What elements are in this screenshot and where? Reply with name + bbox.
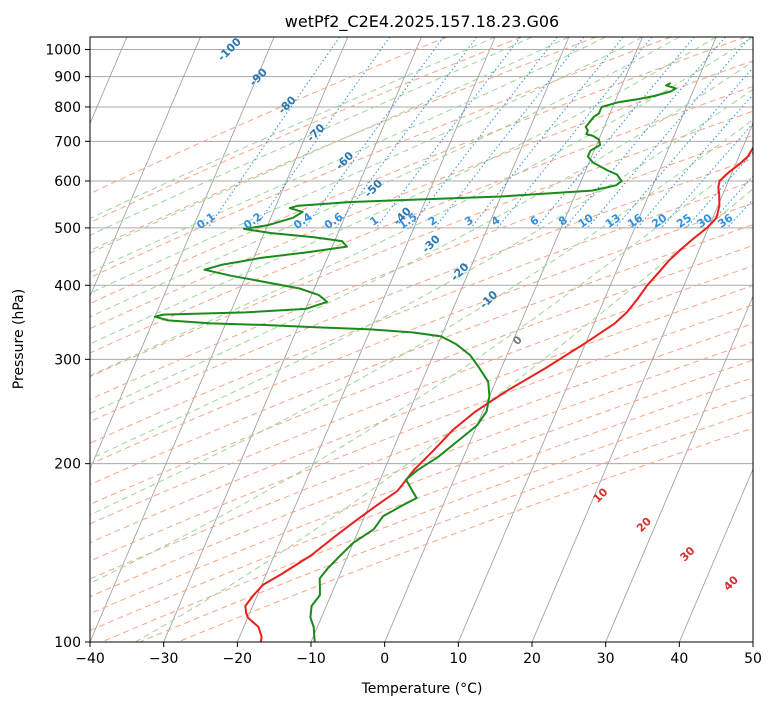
mixing-ratio-line [470,37,624,229]
y-tick-label: 400 [54,278,81,294]
dry-adiabat-line [90,359,753,615]
x-axis-label: Temperature (°C) [361,681,483,697]
x-tick-label: 30 [597,651,615,667]
moist-adiabat-line [90,119,753,516]
y-tick-label: 1000 [45,43,81,59]
x-tick-label: 0 [380,651,389,667]
dry-adiabat-line [90,180,753,444]
mixing-ratio-line [207,37,341,229]
y-tick-label: 500 [54,221,81,237]
dry-adiabat-line [90,37,522,224]
x-tick-label: −30 [149,651,179,667]
axes: −40 −30 −20 −10 0 10 20 30 40 50 1000 900 800 700 600 5… [45,43,762,667]
moist-adiabat-line [90,37,496,219]
dry-adiabat-line [90,60,753,330]
moist-adiabat-line [90,152,753,584]
dry-adiabat-line [90,341,753,598]
isotherm-line [678,468,753,642]
isotherm-line [163,37,422,642]
moist-adiabat-line [90,37,753,377]
isotherm-line [236,37,496,642]
x-tick-label: −10 [296,651,326,667]
mixing-ratio-line [335,37,478,229]
y-tick-label: 800 [54,100,81,116]
isotherm-line [90,37,201,298]
moist-adiabat-line [90,37,717,345]
dry-adiabat-line [90,224,753,486]
moist-adiabat-line [90,37,606,273]
temperature-profile [244,146,753,642]
dry-adiabat-line [90,244,753,505]
isotherm-line [90,37,349,642]
isotherm-line [90,37,275,471]
y-tick-label: 200 [54,457,81,473]
mixing-ratio-line [304,37,445,229]
mixing-ratio-line [497,37,653,229]
dry-adiabat-line [90,284,753,544]
x-tick-label: 50 [744,651,762,667]
chart-title: wetPf2_C2E4.2025.157.18.23.G06 [285,12,559,32]
x-tick-label: 40 [670,651,688,667]
moist-adiabat-line [90,37,643,294]
x-tick-label: −20 [223,651,253,667]
isotherm-line [457,37,717,642]
moist-adiabat-line [90,37,570,254]
y-tick-label: 600 [54,174,81,190]
y-tick-label: 300 [54,352,81,368]
dry-adiabat-line [90,110,753,378]
plot-frame [89,36,754,643]
moist-adiabat-line [90,37,533,236]
sounding-series [153,82,753,642]
y-tick-label: 700 [54,134,81,150]
isotherm-line [605,295,753,642]
y-tick-label: 900 [54,70,81,86]
dry-adiabat-line [90,134,753,401]
y-tick-label: 100 [54,635,81,651]
dry-adiabat-line [90,37,746,305]
dry-adiabat-line [90,85,753,354]
mixing-ratio-line [636,93,753,229]
moist-adiabat-line [90,61,753,414]
isotherm-line [384,37,643,642]
mixing-ratio-line [254,37,391,229]
x-tick-label: 10 [449,651,467,667]
dewpoint-profile [153,82,677,642]
dry-adiabat-line [90,37,447,195]
y-axis-label: Pressure (hPa) [11,289,27,389]
x-tick-label: −40 [75,651,105,667]
dry-adiabat-line [101,394,753,642]
mixing-ratio-line [564,37,726,229]
x-tick-label: 20 [523,651,541,667]
dry-adiabat-line [90,158,753,423]
moist-adiabat-line [90,88,753,460]
mixing-ratio-line [375,37,521,229]
